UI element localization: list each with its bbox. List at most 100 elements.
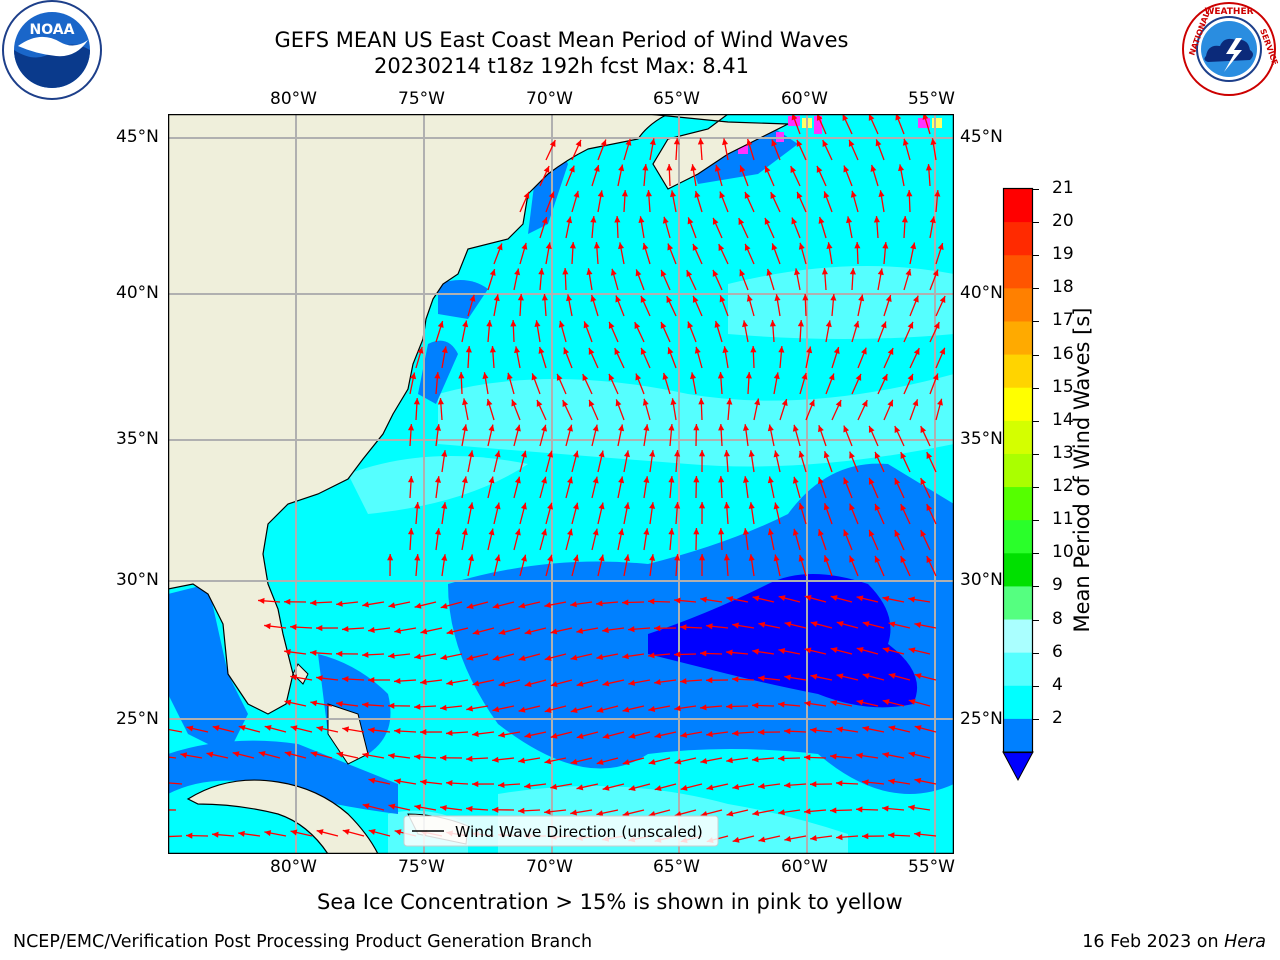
colorbar-segment bbox=[1004, 387, 1032, 422]
wave-arrow-head bbox=[368, 727, 375, 734]
period-under-2-area bbox=[648, 574, 918, 708]
wave-arrow-head bbox=[618, 242, 625, 250]
wave-arrow-head bbox=[826, 242, 833, 249]
wave-arrow-head bbox=[570, 654, 578, 661]
wave-arrow-head bbox=[823, 503, 830, 511]
wave-arrow-head bbox=[784, 674, 791, 681]
wave-arrow-head bbox=[801, 372, 808, 380]
wave-arrow-head bbox=[739, 165, 746, 173]
wave-arrow-head bbox=[667, 243, 674, 251]
wave-arrow-head bbox=[930, 138, 937, 145]
wave-arrow-head bbox=[586, 268, 593, 276]
wave-arrow-head bbox=[816, 165, 823, 173]
wave-arrow-head bbox=[920, 478, 927, 486]
wave-arrow-head bbox=[362, 803, 370, 810]
wave-arrow-head bbox=[472, 629, 480, 635]
wave-arrow-head bbox=[368, 829, 376, 835]
wave-arrow-head bbox=[700, 596, 707, 603]
footer-machine: Hera bbox=[1224, 932, 1266, 952]
wave-arrow-head bbox=[674, 450, 681, 457]
wave-arrow-head bbox=[544, 758, 552, 765]
wave-arrow-head bbox=[773, 372, 780, 380]
wave-arrow-head bbox=[667, 347, 674, 355]
wave-arrow-head bbox=[541, 476, 547, 484]
wave-arrow-head bbox=[649, 138, 656, 146]
colorbar-tick-mark bbox=[1033, 189, 1039, 190]
wave-arrow-head bbox=[510, 320, 517, 327]
wave-arrow-head bbox=[640, 347, 647, 355]
wave-arrow-head bbox=[692, 243, 699, 251]
wave-arrow-head bbox=[466, 705, 474, 712]
wave-arrow-head bbox=[654, 679, 661, 686]
wave-arrow-head bbox=[680, 678, 687, 685]
wave-arrow-head bbox=[622, 810, 630, 817]
wave-arrow-head bbox=[926, 452, 933, 460]
wave-arrow-head bbox=[907, 373, 914, 381]
wave-arrow-head bbox=[521, 242, 528, 250]
wave-arrow-head bbox=[773, 450, 780, 458]
lon-label: 70°W bbox=[526, 857, 573, 877]
wave-arrow-head bbox=[342, 676, 349, 683]
wave-arrow-head bbox=[900, 504, 907, 512]
wave-arrow-head bbox=[748, 554, 755, 561]
wave-arrow-head bbox=[388, 752, 395, 760]
wave-period-map: Wind Wave Direction (unscaled) bbox=[168, 114, 954, 854]
wave-arrow-head bbox=[693, 476, 700, 483]
wave-arrow-head bbox=[660, 321, 667, 329]
wave-arrow-head bbox=[797, 320, 804, 327]
wave-arrow-head bbox=[882, 805, 889, 812]
wave-arrow-head bbox=[732, 730, 739, 737]
wave-arrow-head bbox=[738, 218, 745, 226]
title-line-1: GEFS MEAN US East Coast Mean Period of W… bbox=[274, 28, 849, 52]
wave-arrow-head bbox=[770, 192, 777, 200]
wave-arrow-head bbox=[622, 759, 630, 766]
wave-arrow-head bbox=[543, 165, 550, 173]
colorbar-tick-mark bbox=[1033, 222, 1039, 224]
wave-arrow-head bbox=[868, 114, 875, 121]
wave-arrow-head bbox=[855, 373, 862, 381]
wave-arrow-head bbox=[932, 269, 939, 277]
wave-arrow-head bbox=[894, 530, 901, 538]
wave-arrow-head bbox=[752, 702, 759, 709]
wave-arrow-head bbox=[492, 756, 499, 763]
footer-date-text: 16 Feb 2023 on bbox=[1082, 932, 1225, 952]
wave-arrow-head bbox=[518, 602, 526, 609]
wave-arrow-head bbox=[673, 138, 680, 145]
wave-arrow-head bbox=[550, 628, 558, 635]
wave-arrow-head bbox=[758, 783, 765, 790]
wave-arrow-head bbox=[908, 751, 916, 758]
lat-label: 40°N bbox=[960, 283, 1003, 303]
wave-arrow-head bbox=[732, 783, 740, 790]
wave-arrow-head bbox=[336, 700, 343, 708]
wave-arrow-head bbox=[697, 138, 704, 145]
wave-arrow-head bbox=[718, 528, 725, 535]
wave-arrow-head bbox=[648, 652, 655, 659]
wave-arrow-head bbox=[767, 528, 774, 536]
wave-arrow-head bbox=[868, 477, 875, 485]
wave-arrow-head bbox=[440, 704, 447, 711]
lon-label: 65°W bbox=[653, 89, 700, 109]
wave-arrow-head bbox=[914, 673, 922, 680]
wave-arrow-head bbox=[784, 835, 792, 842]
wave-arrow-head bbox=[649, 450, 656, 457]
wave-arrow-head bbox=[726, 595, 734, 602]
wave-arrow-head bbox=[843, 477, 850, 485]
wave-arrow-head bbox=[830, 699, 838, 706]
wave-arrow-head bbox=[810, 781, 817, 788]
wave-arrow-head bbox=[726, 757, 733, 764]
wave-arrow-head bbox=[316, 625, 323, 632]
wave-arrow-head bbox=[854, 242, 861, 249]
wave-arrow-head bbox=[489, 269, 496, 276]
wave-arrow-head bbox=[628, 626, 635, 633]
colorbar-tick-label: 19 bbox=[1052, 244, 1074, 265]
wave-arrow-head bbox=[849, 268, 856, 275]
colorbar-segment bbox=[1004, 222, 1032, 256]
wave-arrow-head bbox=[937, 243, 944, 250]
wave-arrow-head bbox=[862, 725, 870, 732]
wave-arrow-head bbox=[670, 190, 677, 198]
wave-arrow-head bbox=[441, 554, 448, 561]
wave-arrow-head bbox=[823, 191, 830, 199]
wave-arrow-head bbox=[742, 528, 749, 535]
wave-arrow-head bbox=[642, 242, 649, 250]
wave-arrow-head bbox=[925, 164, 932, 171]
